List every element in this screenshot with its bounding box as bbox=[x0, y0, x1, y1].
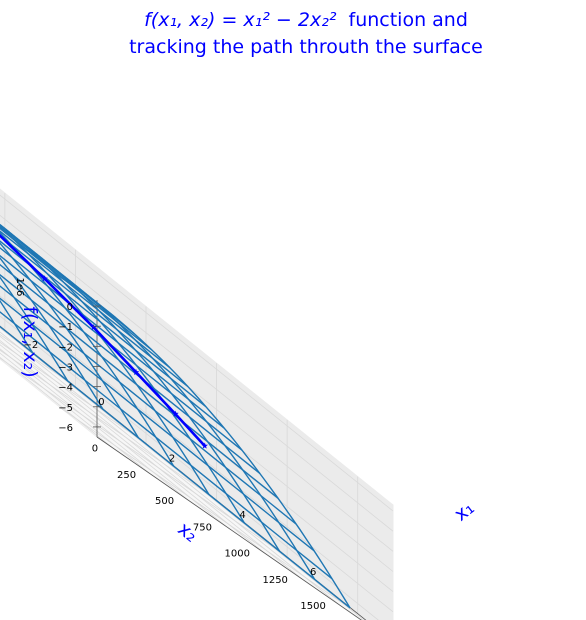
x1-axis-label: x₁ bbox=[450, 497, 478, 526]
grid-wall-f bbox=[0, 315, 379, 620]
wire-line-x2 bbox=[0, 311, 333, 580]
path-point bbox=[172, 410, 179, 417]
title-line1-text: function and bbox=[349, 9, 468, 31]
wire-line-x2 bbox=[0, 226, 153, 351]
z-offset-label: 1e6 bbox=[14, 278, 25, 297]
f-tick-label: −1 bbox=[58, 322, 73, 333]
x1-tick-label: 2 bbox=[169, 454, 175, 465]
grid-floor-x2 bbox=[0, 339, 265, 553]
grid-wall-f bbox=[0, 214, 394, 532]
wire-line-x2 bbox=[0, 234, 189, 388]
f-tick-label: −6 bbox=[58, 423, 73, 434]
f-tick-label: 0 bbox=[67, 302, 73, 313]
x2-tick-label: 250 bbox=[117, 470, 136, 481]
grid-floor-x2 bbox=[0, 352, 151, 475]
f-tick-label: −2 bbox=[58, 342, 73, 353]
wire-line-x2 bbox=[0, 254, 243, 451]
grid-floor-x2 bbox=[0, 348, 189, 501]
x2-tick-label: 1500 bbox=[300, 601, 325, 612]
wire-line-x2 bbox=[0, 246, 225, 429]
x2-tick-label: 750 bbox=[193, 522, 212, 533]
wire-line-x1 bbox=[0, 242, 139, 439]
x2-tick-label: 500 bbox=[155, 496, 174, 507]
f-tick-label: −3 bbox=[58, 362, 73, 373]
f-tick-label: −4 bbox=[58, 383, 73, 394]
grid-wall-f bbox=[0, 275, 394, 592]
wire-line-x2 bbox=[0, 285, 297, 525]
path-point bbox=[90, 324, 97, 331]
grid-wall-f bbox=[0, 194, 394, 512]
x2-tick-label: 0 bbox=[92, 444, 98, 455]
grid-floor-x2 bbox=[0, 327, 365, 620]
wire-line-x2 bbox=[0, 263, 261, 475]
path-line bbox=[0, 233, 206, 448]
title-formula: f(x₁, x₂) = x₁² − 2x₂² bbox=[144, 9, 337, 31]
wire-line-x2 bbox=[0, 224, 135, 334]
wire-line-x1 bbox=[0, 276, 69, 382]
grid-wall-f bbox=[0, 295, 394, 613]
path-point bbox=[201, 442, 208, 449]
grid-wall-f bbox=[0, 234, 394, 552]
chart-title-line2: tracking the path throuth the surface bbox=[129, 36, 483, 58]
grid-floor-x2 bbox=[0, 331, 341, 606]
x2-axis-line bbox=[96, 436, 362, 620]
x1-tick-label: 4 bbox=[239, 510, 245, 521]
grid-floor-x2 bbox=[0, 335, 303, 580]
wire-line-x2 bbox=[0, 325, 351, 609]
x1-tick-label: 0 bbox=[98, 397, 104, 408]
wire-line-x1 bbox=[0, 256, 104, 410]
grid-floor-x2 bbox=[0, 344, 227, 527]
x2-tick-label: 1250 bbox=[262, 575, 287, 586]
x1-tick-label: 6 bbox=[310, 567, 316, 578]
tick-labels: −4−202468025050075010001250150017500−1−2… bbox=[23, 302, 325, 612]
path-point bbox=[132, 368, 140, 375]
wire-line-x2 bbox=[0, 297, 315, 552]
wire-line-x2 bbox=[0, 273, 279, 499]
path-point bbox=[41, 275, 48, 282]
chart-title-line1: f(x₁, x₂) = x₁² − 2x₂² function and bbox=[144, 9, 468, 31]
grid-floor-x2 bbox=[0, 356, 113, 448]
x2-tick-label: 1000 bbox=[225, 549, 250, 560]
optimization-path bbox=[0, 233, 208, 449]
wire-line-x2 bbox=[0, 223, 117, 319]
f-axis-label: f(x₁, x₂) bbox=[19, 306, 41, 377]
x1-tick-label: −2 bbox=[23, 340, 38, 351]
wire-line-x2 bbox=[0, 240, 207, 408]
f-tick-label: −5 bbox=[58, 403, 73, 414]
